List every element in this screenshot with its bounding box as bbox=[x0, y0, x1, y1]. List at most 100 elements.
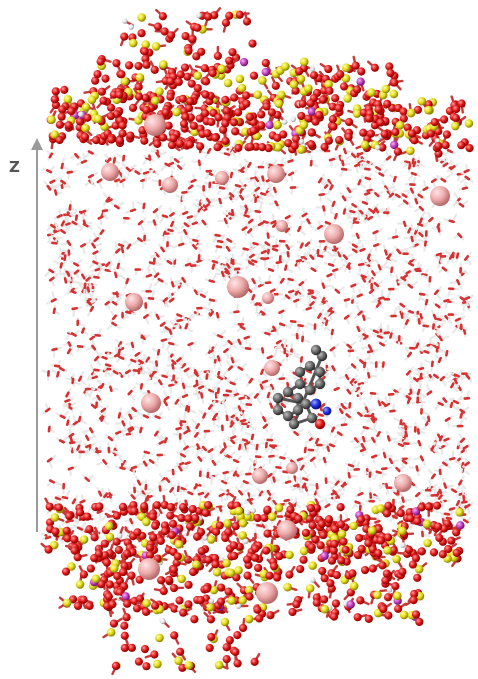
water-molecule bbox=[184, 319, 193, 333]
oxygen-atom bbox=[191, 513, 200, 523]
oxygen-atom bbox=[376, 536, 386, 545]
water-molecule bbox=[89, 260, 102, 269]
water-molecule bbox=[347, 203, 361, 211]
water-molecule bbox=[238, 438, 248, 453]
water-molecule bbox=[262, 421, 271, 433]
water-molecule bbox=[320, 497, 331, 511]
oxygen-atom bbox=[113, 571, 122, 581]
silicon-atom bbox=[142, 598, 151, 608]
oxygen-atom bbox=[97, 87, 107, 96]
water-molecule bbox=[353, 288, 363, 299]
oxygen-atom bbox=[264, 144, 273, 153]
water-molecule bbox=[119, 169, 127, 179]
oxygen-atom bbox=[161, 108, 170, 117]
water-molecule bbox=[207, 307, 215, 320]
water-molecule bbox=[420, 482, 432, 492]
water-molecule bbox=[278, 275, 285, 286]
z-axis-arrow bbox=[31, 138, 43, 532]
oxygen-atom bbox=[329, 546, 338, 555]
oxygen-atom bbox=[242, 99, 251, 108]
oxygen-atom bbox=[208, 68, 217, 78]
water-molecule bbox=[255, 175, 266, 186]
water-molecule bbox=[46, 150, 54, 161]
oxygen-atom bbox=[142, 105, 151, 115]
water-molecule bbox=[260, 365, 268, 377]
hydrogen-atom bbox=[116, 533, 123, 539]
water-molecule bbox=[60, 157, 71, 172]
water-molecule bbox=[321, 179, 330, 192]
oxygen-atom bbox=[356, 515, 366, 524]
oxygen-atom bbox=[91, 76, 100, 85]
oxygen-atom bbox=[64, 121, 73, 130]
oxygen-atom bbox=[374, 524, 383, 533]
oxygen-atom bbox=[128, 103, 138, 112]
water-molecule bbox=[175, 426, 185, 436]
water-molecule bbox=[434, 468, 442, 478]
oxygen-atom bbox=[368, 564, 377, 573]
silicon-atom bbox=[451, 121, 460, 131]
water-molecule bbox=[240, 422, 253, 433]
water-molecule bbox=[69, 152, 82, 162]
water-molecule bbox=[302, 300, 312, 312]
water-molecule bbox=[253, 389, 263, 404]
water-molecule bbox=[80, 240, 91, 255]
water-molecule bbox=[345, 152, 360, 162]
oxygen-atom bbox=[120, 621, 129, 630]
oxygen-atom bbox=[117, 70, 126, 79]
water-molecule bbox=[399, 457, 411, 465]
oxygen-atom bbox=[134, 92, 144, 101]
oxygen-atom bbox=[346, 588, 355, 597]
silicon-atom bbox=[389, 89, 399, 99]
water-molecule bbox=[464, 501, 474, 514]
water-molecule bbox=[448, 506, 459, 517]
water-molecule bbox=[81, 474, 94, 483]
oxygen-atom bbox=[219, 125, 228, 134]
water-molecule bbox=[166, 468, 175, 478]
oxygen-atom bbox=[262, 102, 271, 111]
water-molecule bbox=[359, 447, 369, 457]
water-molecule bbox=[400, 307, 411, 320]
water-molecule bbox=[378, 398, 392, 407]
oxygen-atom bbox=[266, 611, 275, 620]
silicon-atom bbox=[414, 564, 424, 574]
silicon-atom bbox=[267, 512, 277, 521]
oxygen-atom bbox=[160, 521, 170, 530]
oxygen-atom bbox=[398, 567, 407, 576]
water-molecule bbox=[368, 287, 377, 298]
oxygen-atom bbox=[307, 140, 316, 149]
silicon-atom bbox=[159, 60, 168, 69]
cation-sphere bbox=[267, 165, 285, 183]
oxygen-atom bbox=[75, 508, 85, 517]
oxygen-atom bbox=[185, 522, 195, 531]
water-molecule bbox=[81, 325, 89, 336]
oxygen-atom bbox=[348, 569, 357, 578]
water-molecule bbox=[297, 221, 306, 236]
oxygen-atom bbox=[175, 139, 185, 148]
water-molecule bbox=[85, 273, 95, 288]
water-molecule bbox=[109, 310, 118, 323]
oxygen-atom bbox=[257, 110, 266, 119]
water-molecule bbox=[115, 429, 125, 440]
oxygen-atom bbox=[170, 604, 179, 613]
oxygen-atom bbox=[160, 27, 169, 36]
silicon-atom bbox=[238, 596, 247, 605]
water-molecule bbox=[366, 348, 379, 361]
oxygen-atom bbox=[164, 121, 173, 130]
oxygen-atom bbox=[184, 580, 193, 589]
water-molecule bbox=[116, 153, 126, 166]
water-molecule bbox=[218, 477, 230, 485]
water-molecule bbox=[46, 223, 59, 232]
water-molecule bbox=[435, 251, 446, 262]
water-molecule bbox=[83, 431, 96, 441]
water-molecule bbox=[359, 160, 373, 171]
water-molecule bbox=[241, 224, 251, 237]
water-molecule bbox=[68, 440, 81, 452]
oxygen-atom bbox=[370, 63, 379, 72]
oxygen-atom bbox=[336, 70, 345, 79]
water-molecule bbox=[265, 264, 276, 272]
oxygen-atom bbox=[80, 132, 90, 141]
oxygen-atom bbox=[403, 123, 412, 132]
water-molecule bbox=[124, 517, 135, 528]
oxygen-atom bbox=[231, 521, 240, 531]
water-molecule bbox=[127, 490, 141, 500]
